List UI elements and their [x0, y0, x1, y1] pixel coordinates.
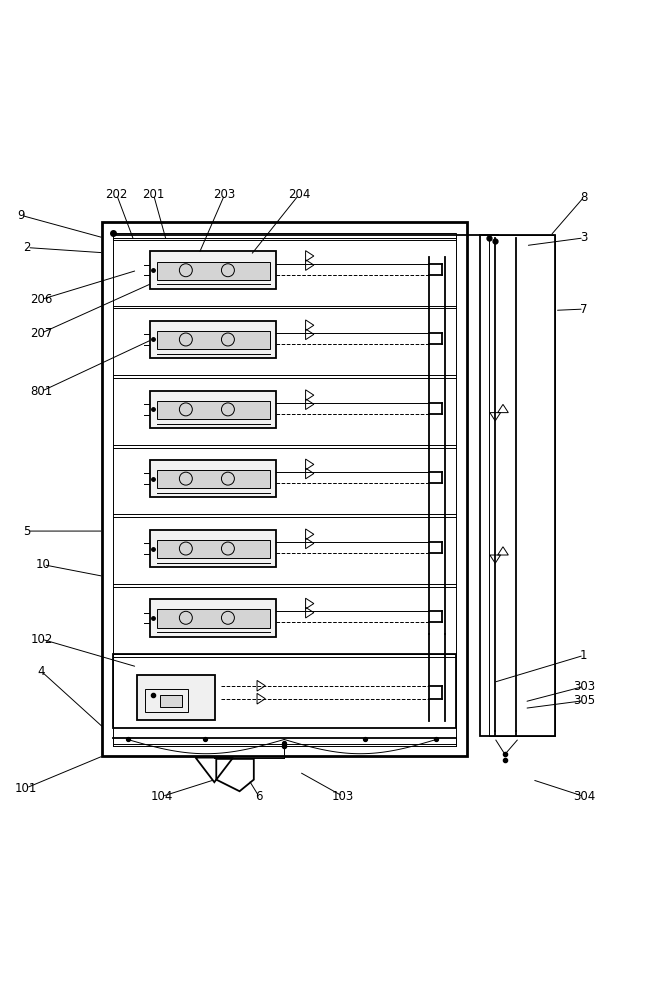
Text: 305: 305: [573, 694, 595, 707]
Bar: [150, 599, 276, 637]
Bar: [489, 235, 554, 736]
Bar: [113, 654, 456, 728]
Text: 304: 304: [573, 790, 595, 803]
Bar: [157, 401, 270, 419]
Text: 2: 2: [23, 241, 31, 254]
Bar: [157, 609, 270, 628]
Text: 3: 3: [580, 231, 588, 244]
Bar: [480, 235, 554, 736]
Text: 104: 104: [151, 790, 173, 803]
Text: 5: 5: [23, 525, 31, 538]
Text: 4: 4: [38, 665, 46, 678]
Bar: [150, 321, 276, 358]
Bar: [145, 689, 188, 712]
Text: 102: 102: [31, 633, 53, 646]
Bar: [160, 695, 182, 707]
Text: 201: 201: [142, 188, 164, 201]
Text: 7: 7: [580, 303, 588, 316]
Bar: [157, 470, 270, 488]
Bar: [113, 233, 456, 744]
Text: 206: 206: [31, 293, 53, 306]
Text: 9: 9: [17, 209, 25, 222]
Text: 10: 10: [36, 558, 51, 571]
Bar: [150, 251, 276, 289]
Bar: [157, 262, 270, 280]
Text: 8: 8: [580, 191, 588, 204]
Text: 203: 203: [214, 188, 236, 201]
Text: 202: 202: [105, 188, 128, 201]
Text: 1: 1: [580, 649, 588, 662]
Text: 204: 204: [288, 188, 310, 201]
Bar: [157, 540, 270, 558]
Text: 6: 6: [255, 790, 263, 803]
Bar: [157, 331, 270, 349]
Text: 303: 303: [573, 680, 595, 693]
Bar: [150, 391, 276, 428]
Text: 801: 801: [31, 385, 53, 398]
Text: 207: 207: [31, 327, 53, 340]
Bar: [150, 460, 276, 497]
Bar: [101, 222, 467, 756]
Bar: [150, 530, 276, 567]
Bar: [137, 675, 215, 720]
Text: 103: 103: [332, 790, 354, 803]
Text: 101: 101: [15, 782, 37, 795]
